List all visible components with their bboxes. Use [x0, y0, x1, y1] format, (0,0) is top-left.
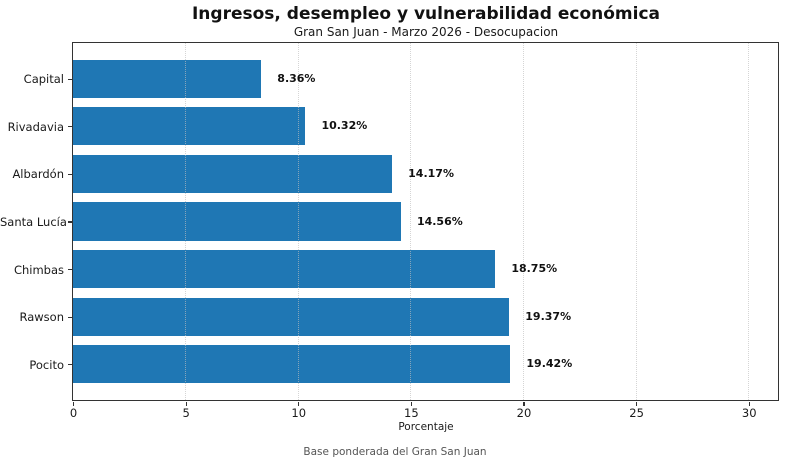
x-tick-mark [635, 402, 638, 406]
bar-value-label: 19.42% [526, 357, 573, 371]
bar-value-label: 14.56% [416, 214, 463, 228]
x-tick-mark [185, 402, 187, 406]
x-tick-mark [748, 402, 750, 406]
y-tick-mark [68, 126, 72, 128]
x-tick-mark [410, 402, 412, 406]
x-tick-label: 20 [516, 406, 532, 420]
y-tick-label: Chimbas [13, 262, 64, 277]
chart-footer-note: Base ponderada del Gran San Juan [303, 446, 487, 458]
x-tick-mark [72, 402, 75, 406]
x-tick-label: 25 [629, 406, 644, 420]
bar [73, 107, 306, 146]
gridline [185, 43, 187, 400]
x-tick-label: 0 [69, 406, 78, 420]
x-tick-label: 15 [404, 406, 419, 420]
bar-value-label: 10.32% [321, 119, 368, 133]
gridline [410, 43, 412, 400]
y-tick-label: Pocito [29, 357, 64, 372]
y-tick-mark [68, 221, 72, 223]
gridline [522, 43, 524, 400]
x-axis-label: Porcentaje [398, 421, 454, 433]
y-tick-label: Capital [23, 72, 64, 87]
bar [73, 154, 393, 193]
bar [73, 202, 401, 241]
gridline [748, 43, 750, 400]
y-tick-mark [68, 78, 72, 80]
bar-value-label: 18.75% [511, 262, 558, 276]
y-tick-label: Rivadavia [7, 119, 64, 134]
bar [73, 250, 496, 289]
chart-title: Ingresos, desempleo y vulnerabilidad eco… [191, 4, 661, 24]
x-tick-label: 10 [291, 406, 307, 420]
y-tick-label: Santa Lucía [0, 215, 67, 229]
plot-area: 8.36% 10.32% 14.17% 14.56% 18.75% 19.37% 19.42… [72, 42, 779, 401]
y-tick-label: Albardón [12, 167, 64, 182]
bar [73, 59, 262, 98]
y-tick-mark [68, 173, 72, 175]
chart-subtitle: Gran San Juan - Marzo 2026 - Desocupacio… [293, 25, 559, 39]
x-tick-label: 30 [741, 406, 757, 420]
bar [73, 297, 510, 336]
bar-value-label: 14.17% [408, 166, 454, 180]
y-tick-mark [68, 364, 72, 366]
y-tick-mark [68, 269, 72, 271]
gridline [297, 43, 299, 400]
bar-value-label: 19.37% [525, 309, 572, 323]
x-tick-mark [298, 402, 300, 406]
x-tick-label: 5 [182, 406, 190, 420]
y-tick-mark [68, 316, 72, 318]
gridline [635, 43, 637, 400]
y-tick-label: Rawson [19, 310, 64, 325]
bar [73, 345, 511, 384]
x-tick-mark [523, 402, 525, 406]
bar-value-label: 8.36% [277, 71, 316, 85]
